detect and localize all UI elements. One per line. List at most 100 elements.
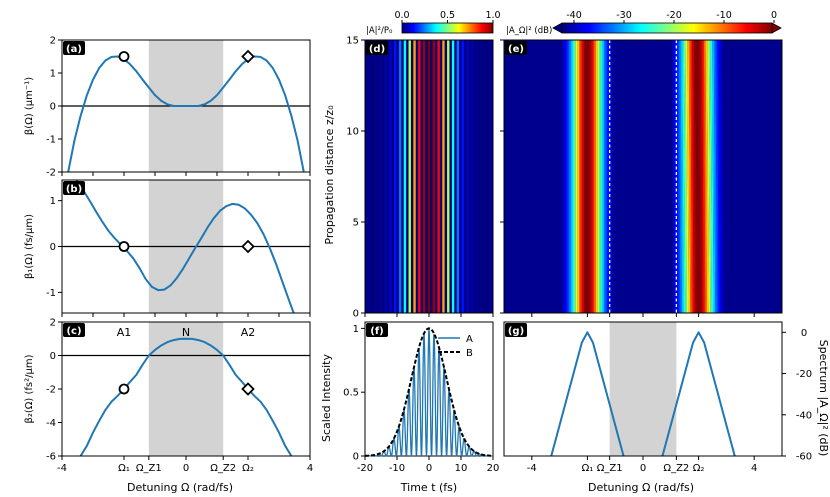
x-tick-label: -4	[57, 463, 67, 474]
shade-band	[609, 322, 677, 456]
panel-tag-bg	[505, 41, 527, 55]
heatmap-band-slice	[712, 40, 716, 313]
heatmap-band-slice	[605, 40, 608, 313]
heatmap-stripe	[471, 40, 474, 313]
heatmap-band-slice	[702, 40, 706, 313]
heatmap-band-slice	[564, 40, 566, 313]
heatmap-stripe	[449, 40, 453, 313]
marker-diamond	[241, 239, 255, 254]
heatmap-stripe	[372, 40, 376, 313]
heatmap-band-slice	[595, 40, 598, 313]
heatmap-band-slice	[690, 40, 694, 313]
colorbar-tick-label: 0.5	[440, 10, 455, 21]
heatmap-band-slice	[717, 40, 721, 313]
panel-tag-bg	[63, 41, 85, 55]
heatmap-stripe	[418, 40, 421, 313]
heatmap-band-slice	[697, 40, 701, 313]
marker-diamond	[241, 382, 255, 396]
panel-tag-bg	[63, 323, 85, 337]
y-axis-label-c: β₂(Ω) (fs²/μm)	[24, 354, 35, 423]
heatmap-band-slice	[600, 40, 603, 313]
panel-e: (e)	[500, 39, 783, 317]
heatmap-stripe	[425, 40, 429, 313]
y-tick-label: 0	[353, 309, 359, 320]
marker-circle	[118, 241, 130, 252]
y-tick-label: 2	[50, 36, 56, 47]
y-tick-label: 0	[50, 102, 56, 113]
heatmap-stripe	[382, 40, 385, 313]
x-tick-label: Ω_Z2	[663, 463, 689, 474]
y-tick-label: -40	[796, 410, 812, 421]
colorbar-tick-label: 1.0	[485, 10, 500, 21]
heatmap-band-slice	[569, 40, 571, 313]
heatmap-stripe	[394, 40, 397, 313]
heatmap-stripe	[461, 40, 465, 313]
series-line	[67, 55, 305, 172]
y-label-spectrum: Spectrum |A_Ω|² (dB)	[817, 340, 830, 457]
series-line	[75, 180, 295, 313]
heatmap-stripe	[435, 40, 438, 313]
y-tick-label: -1	[46, 135, 56, 146]
heatmap-band-slice	[579, 40, 581, 313]
y-tick-label: 1	[50, 69, 56, 80]
x-label-right: Detuning Ω (rad/fs)	[588, 481, 694, 494]
x-tick-label: -20	[357, 463, 373, 474]
y-tick-label: -60	[796, 452, 812, 463]
plot-area-b	[62, 180, 310, 313]
series-line	[79, 337, 293, 456]
heatmap-band-slice	[594, 40, 596, 313]
heatmap-stripe	[422, 40, 426, 313]
heatmap-stripe	[483, 40, 486, 313]
panel-tag-bg	[505, 323, 527, 337]
x-tick-label: Ω_Z1	[597, 463, 623, 474]
heatmap-band-slice	[682, 40, 686, 313]
heatmap-stripe	[403, 40, 407, 313]
heatmap-stripe	[398, 40, 402, 313]
heatmap-stripe	[384, 40, 388, 313]
y-tick-label: 1	[50, 196, 56, 207]
x-tick-label: 0	[426, 463, 432, 474]
region-label: N	[182, 326, 190, 339]
y-label-propagation: Propagation distance z/z₀	[323, 105, 336, 245]
y-tick-label: -2	[46, 168, 56, 179]
heatmap-band-slice	[604, 40, 606, 313]
x-tick-label: Ω₂	[242, 463, 254, 474]
heatmap-stripe	[444, 40, 448, 313]
x-tick-label: Ω₁	[582, 463, 594, 474]
y-tick-label: 2	[50, 318, 56, 329]
marker-circle	[118, 383, 130, 395]
heatmap-stripe	[396, 40, 400, 313]
colorbar-tick-label: -30	[616, 10, 632, 21]
panel-f: 0 0.5 1 -20 -10 0 10 20 (f) AB	[343, 321, 499, 474]
heatmap-band-slice	[693, 40, 697, 313]
heatmap-stripe	[456, 40, 460, 313]
heatmap-bg	[504, 40, 782, 313]
heatmap-stripe	[415, 40, 419, 313]
heatmap-band-slice	[574, 40, 576, 313]
heatmap-band-slice	[610, 40, 613, 313]
y-tick-label: 0.5	[343, 388, 359, 399]
heatmap-band-slice	[700, 40, 704, 313]
panel-tag-f: (f)	[370, 326, 384, 337]
heatmap-band-slice	[587, 40, 590, 313]
heatmap-stripe	[459, 40, 462, 313]
heatmap-stripe	[408, 40, 412, 313]
y-tick-label: -1	[46, 288, 56, 299]
series-a-line	[364, 328, 494, 458]
heatmap-stripe	[420, 40, 424, 313]
y-tick-label: -20	[796, 369, 812, 380]
heatmap-stripe	[410, 40, 414, 313]
heatmap-stripe	[389, 40, 392, 313]
heatmap-band-slice	[607, 40, 610, 313]
x-tick-label: 0	[640, 463, 646, 474]
colorbar-tick-label: -40	[566, 10, 582, 21]
heatmap-band-slice	[678, 40, 682, 313]
heatmap-stripe	[379, 40, 383, 313]
panel-g: 0 -20 -40 -60 -4 Ω₁ Ω_Z1 0 Ω_Z2 Ω₂ 4 (g)	[503, 321, 812, 474]
x-tick-label: 4	[307, 463, 313, 474]
heatmap-stripe	[480, 40, 484, 313]
heatmap-band-slice	[695, 40, 699, 313]
x-label-time: Time t (fs)	[400, 481, 457, 494]
heatmap-band-slice	[687, 40, 691, 313]
heatmap-stripe	[377, 40, 380, 313]
